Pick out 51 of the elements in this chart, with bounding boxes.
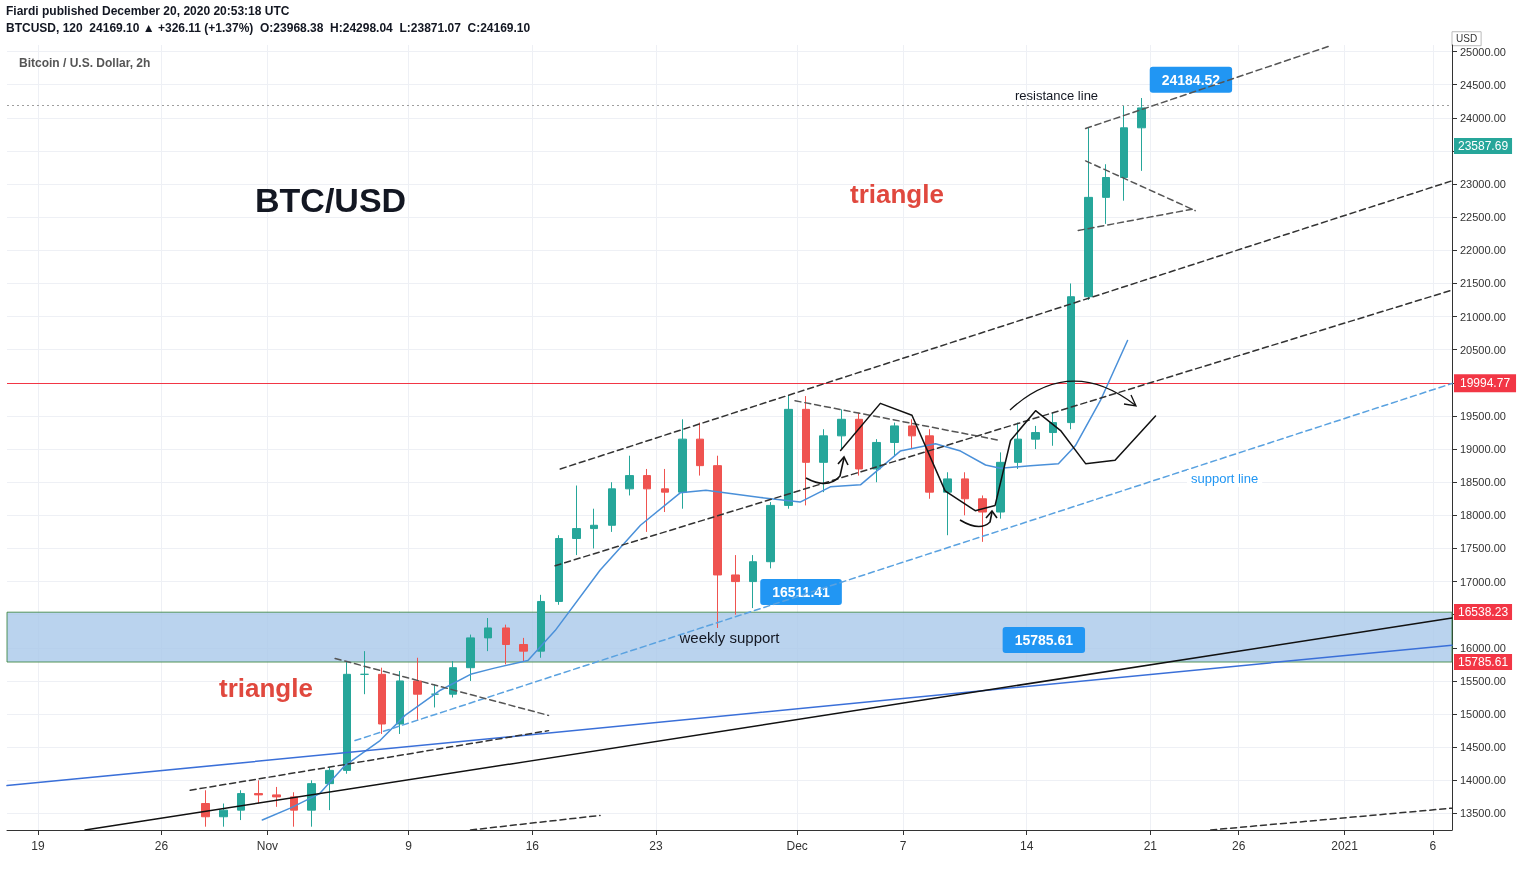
- y-tick-label: 15000.00: [1460, 708, 1506, 721]
- x-tick-label: 7: [899, 839, 907, 853]
- text: 16538.23: [1458, 605, 1509, 619]
- y-tick-label: 14000.00: [1460, 774, 1506, 787]
- annotation: resistance line: [1015, 88, 1099, 103]
- y-tick-label: 18000.00: [1460, 509, 1506, 522]
- x-tick-label: 19: [31, 839, 45, 853]
- y-tick-label: 17000.00: [1460, 575, 1506, 588]
- x-tick-label: 26: [154, 839, 169, 853]
- x-tick-label: 16: [525, 839, 540, 853]
- x-tick-label: 6: [1429, 839, 1437, 853]
- y-tick-label: 19500.00: [1460, 409, 1506, 422]
- annotation: 24184.52: [1161, 71, 1221, 88]
- x-tick-label: 14: [1020, 839, 1034, 853]
- x-tick-label: 21: [1143, 839, 1158, 853]
- annotation: BTC/USD: [255, 181, 407, 219]
- annotation: triangle: [219, 673, 313, 703]
- y-tick-label: 22000.00: [1460, 244, 1506, 257]
- y-tick-label: 23000.00: [1460, 178, 1506, 191]
- text: Fiardi published December 20, 2020 20:53:18 UTC: [6, 4, 290, 18]
- y-tick-label: 21500.00: [1460, 277, 1506, 290]
- text: 23587.69: [1458, 139, 1509, 153]
- annotation: triangle: [850, 179, 944, 209]
- y-tick-label: 24000.00: [1460, 111, 1506, 124]
- text: 15785.61: [1458, 655, 1509, 669]
- y-tick-label: 18500.00: [1460, 476, 1506, 489]
- band-label: weekly support: [678, 628, 781, 646]
- y-tick-label: 13500.00: [1460, 807, 1506, 820]
- y-tick-label: 19000.00: [1460, 443, 1506, 456]
- y-tick-label: 25000.00: [1460, 45, 1506, 58]
- x-tick-label: Nov: [256, 839, 279, 853]
- y-tick-label: 20500.00: [1460, 343, 1506, 356]
- x-tick-label: 26: [1231, 839, 1246, 853]
- y-tick-label: 17500.00: [1460, 542, 1506, 555]
- y-tick-label: 14500.00: [1460, 741, 1506, 754]
- y-tick-label: 24500.00: [1460, 78, 1506, 91]
- y-axis-title: USD: [1456, 33, 1478, 45]
- x-tick-label: 9: [405, 839, 413, 853]
- text: Bitcoin / U.S. Dollar, 2h: [19, 56, 151, 70]
- annotation: support line: [1191, 471, 1259, 486]
- x-tick-label: Dec: [786, 839, 808, 853]
- ref-line-label: 19994.77: [1460, 376, 1511, 391]
- x-tick-label: 23: [649, 839, 663, 853]
- y-tick-label: 21000.00: [1460, 310, 1506, 323]
- y-tick-label: 22500.00: [1460, 211, 1506, 224]
- x-tick-label: 2021: [1331, 839, 1359, 853]
- annotation: 15785.61: [1014, 632, 1074, 649]
- annotation: 16511.41: [772, 583, 831, 600]
- chart-subtitle: BTCUSD, 120 24169.10 ▲ +326.11 (+1.37%) O:23968.38 H:24298.04 L:23871.07 C:24169.10: [6, 21, 531, 35]
- y-tick-label: 16000.00: [1460, 641, 1506, 654]
- y-tick-label: 15500.00: [1460, 674, 1506, 687]
